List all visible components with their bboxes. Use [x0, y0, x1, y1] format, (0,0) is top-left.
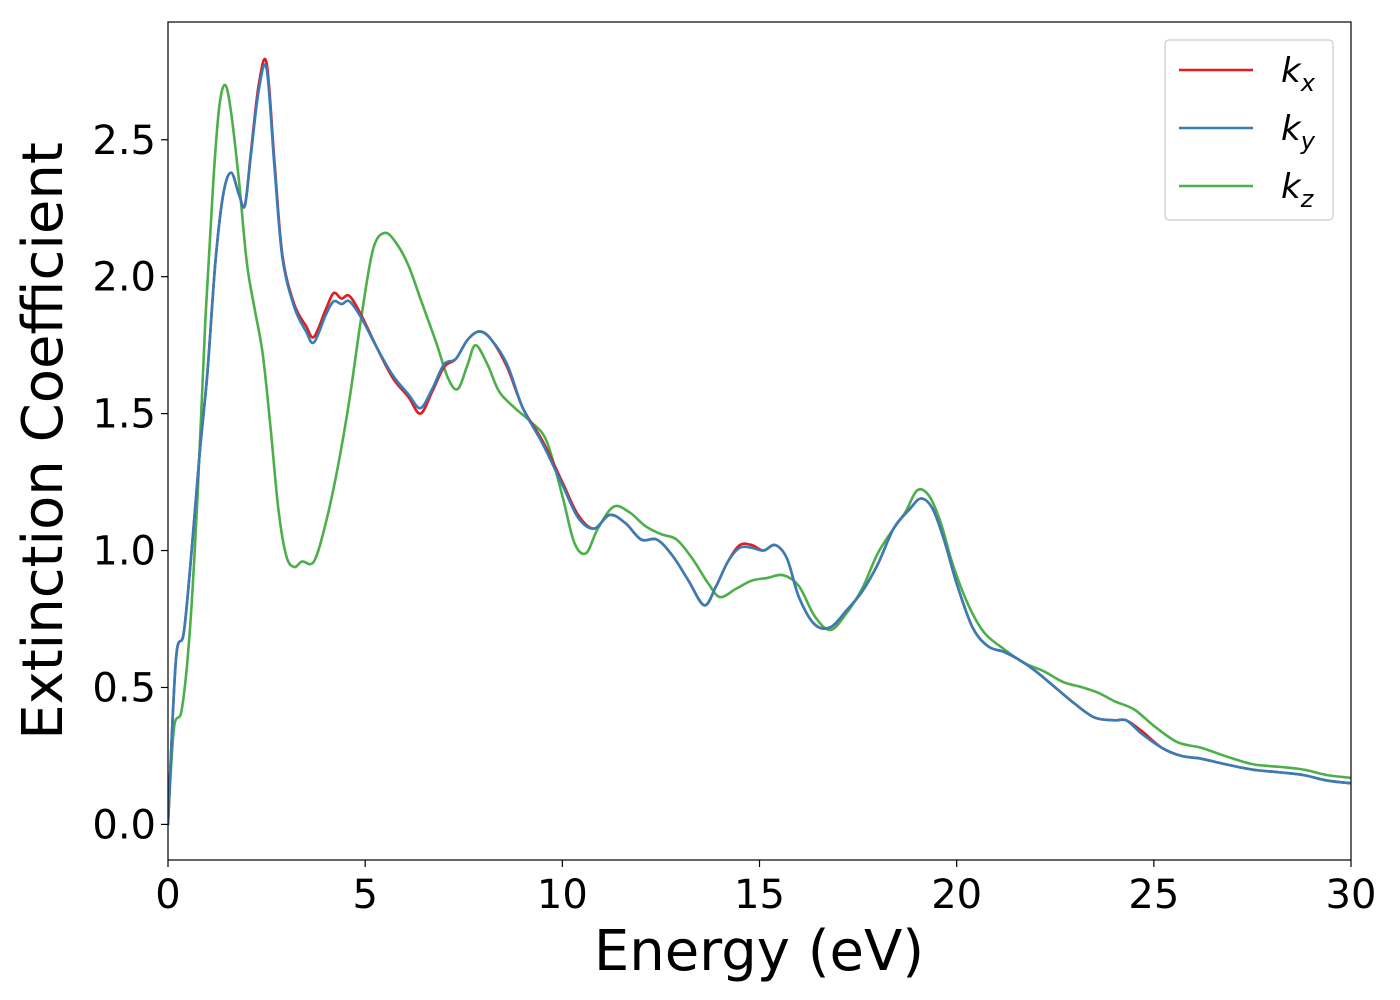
legend-label-subscript: x	[1300, 69, 1316, 97]
x-tick-label: 30	[1326, 872, 1377, 918]
x-axis-title: Energy (eV)	[594, 919, 924, 984]
x-tick-label: 0	[155, 872, 180, 918]
y-tick-label: 2.0	[92, 255, 156, 301]
y-axis: 0.0 0.5 1.0 1.5 2.0 2.5	[92, 118, 168, 848]
y-tick-label: 1.5	[92, 392, 156, 438]
legend-label-x: kx	[1281, 51, 1316, 97]
y-tick-label: 0.5	[92, 665, 156, 711]
series-line-y	[168, 63, 1351, 826]
x-tick-label: 10	[537, 872, 588, 918]
x-tick-label: 15	[734, 872, 785, 918]
x-axis: 0 5 10 15 20 25 30	[155, 860, 1376, 918]
legend-label-main: k	[1281, 167, 1302, 207]
y-tick-label: 0.0	[92, 802, 156, 848]
legend-label-main: k	[1281, 51, 1302, 91]
y-tick-label: 1.0	[92, 529, 156, 575]
legend-label-main: k	[1281, 109, 1302, 149]
legend-label-z: kz	[1281, 167, 1315, 213]
legend-frame	[1164, 39, 1334, 221]
x-tick-label: 5	[352, 872, 377, 918]
legend-label-subscript: y	[1300, 127, 1316, 155]
series-layer	[168, 57, 1351, 826]
x-tick-label: 20	[931, 872, 982, 918]
y-tick-label: 2.5	[92, 118, 156, 164]
plot-background	[168, 22, 1351, 860]
x-tick-label: 25	[1128, 872, 1179, 918]
legend-label-subscript: z	[1300, 185, 1315, 213]
legend-label-y: ky	[1281, 109, 1316, 155]
y-axis-title: Extinction Coefficient	[11, 142, 76, 740]
